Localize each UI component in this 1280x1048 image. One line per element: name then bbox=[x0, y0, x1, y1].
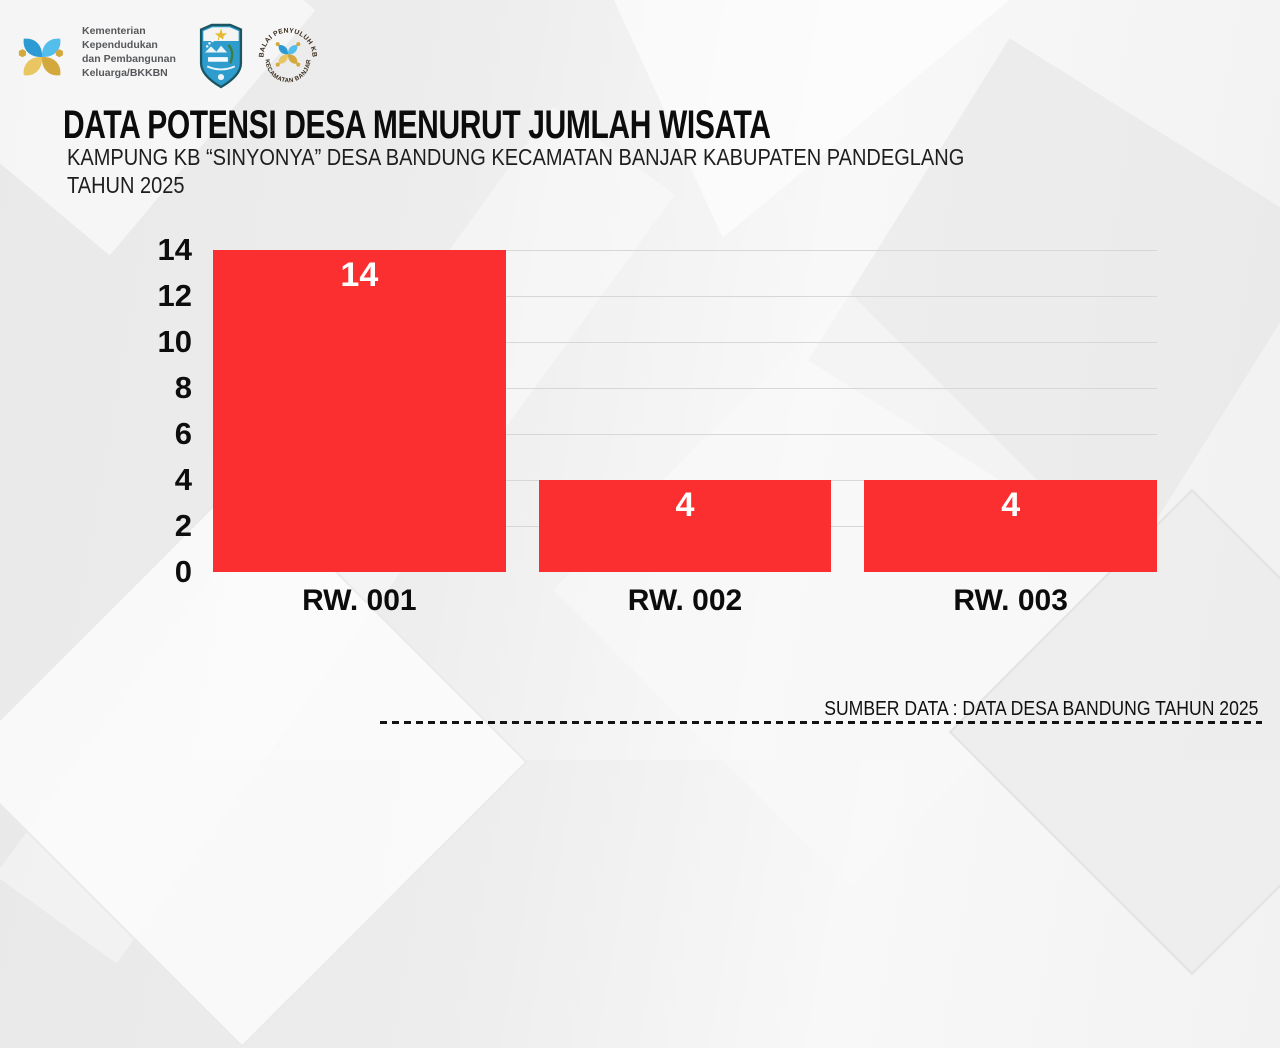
bar-value-label: 4 bbox=[675, 486, 695, 524]
bar-rw-002: 4 bbox=[538, 480, 832, 572]
dashed-divider bbox=[380, 721, 1262, 724]
ministry-name: Kementerian Kependudukan dan Pembangunan… bbox=[82, 25, 176, 80]
x-axis-category-label: RW. 002 bbox=[627, 584, 743, 617]
y-axis-tick-label: 14 bbox=[157, 232, 192, 267]
y-axis-tick-label: 12 bbox=[157, 278, 192, 313]
page-title: DATA POTENSI DESA MENURUT JUMLAH WISATA bbox=[63, 103, 771, 147]
bkkbn-flower-logo bbox=[18, 38, 63, 76]
page-subtitle: KAMPUNG KB “SINYONYA” DESA BANDUNG KECAM… bbox=[67, 144, 965, 170]
bar-rw-003: 4 bbox=[864, 480, 1157, 572]
y-axis-tick-label: 6 bbox=[174, 416, 192, 451]
header-logo-row: Kementerian Kependudukan dan Pembangunan… bbox=[14, 10, 322, 96]
y-axis-tick-label: 8 bbox=[174, 370, 192, 405]
bar-rw-001: 14 bbox=[213, 250, 506, 572]
balai-penyuluh-kb-badge-logo: BALAI PENYULUH KB KECAMATAN BANJAR bbox=[258, 27, 317, 85]
pandeglang-crest-logo bbox=[199, 23, 243, 89]
x-axis-category-label: RW. 003 bbox=[953, 584, 1068, 617]
slide: Kementerian Kependudukan dan Pembangunan… bbox=[14, 10, 1262, 724]
y-axis-tick-label: 10 bbox=[157, 324, 192, 359]
page-subtitle-year: TAHUN 2025 bbox=[67, 172, 185, 198]
y-axis-tick-label: 2 bbox=[174, 508, 192, 543]
ministry-name-line: Keluarga/BKKBN bbox=[82, 66, 168, 79]
x-axis-category-label: RW. 001 bbox=[302, 584, 417, 617]
bar-value-label: 4 bbox=[1001, 486, 1021, 524]
badge-bottom-text: KECAMATAN BANJAR bbox=[263, 59, 312, 85]
y-axis-tick-label: 4 bbox=[174, 462, 192, 497]
y-axis-tick-label: 0 bbox=[174, 554, 192, 589]
source-note: SUMBER DATA : DATA DESA BANDUNG TAHUN 20… bbox=[823, 698, 1258, 720]
svg-text:KECAMATAN BANJAR: KECAMATAN BANJAR bbox=[263, 59, 312, 85]
ministry-name-line: dan Pembangunan bbox=[82, 53, 176, 65]
ministry-name-line: Kementerian bbox=[82, 25, 146, 38]
bar-value-label: 14 bbox=[340, 256, 379, 294]
ministry-name-line: Kependudukan bbox=[82, 39, 158, 52]
